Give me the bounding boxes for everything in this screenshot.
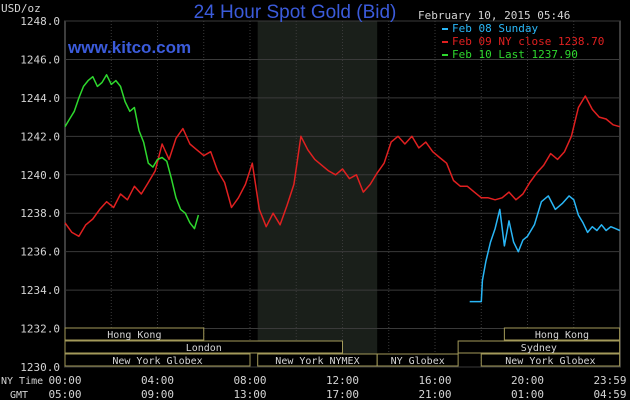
timestamp: February 10, 2015 05:46: [418, 9, 570, 22]
y-tick-label: 1232.0: [20, 323, 60, 336]
x-tick-gmt: 17:00: [326, 388, 359, 400]
x-tick-ny: 23:59: [593, 374, 626, 387]
x-tick-gmt: 01:00: [511, 388, 544, 400]
gmt-label: GMT: [10, 390, 28, 400]
chart-title: 24 Hour Spot Gold (Bid): [194, 2, 397, 23]
legend-entry: Feb 08 Sunday: [452, 22, 538, 35]
session-box: [480, 353, 621, 367]
session-box: [64, 353, 251, 367]
x-tick-gmt: 05:00: [48, 388, 81, 400]
session-label: Hong Kong: [107, 330, 161, 341]
watermark: www.kitco.com: [67, 38, 191, 57]
x-tick-ny: 16:00: [418, 374, 451, 387]
session-label: Sydney: [521, 343, 557, 354]
session-bar: New York NYMEX: [257, 353, 378, 367]
market-sessions: Hong Kong London New York Globex New York N…: [64, 327, 621, 367]
session-bar: London: [64, 340, 343, 354]
grid-lines: [65, 20, 620, 368]
x-tick-ny: 12:00: [326, 374, 359, 387]
session-bar: New York Globex: [480, 353, 621, 367]
nymex-session-shade: [257, 21, 378, 367]
y-tick-label: 1236.0: [20, 246, 60, 259]
x-tick-ny: 00:00: [48, 374, 81, 387]
y-tick-label: 1230.0: [20, 361, 60, 374]
session-label: New York Globex: [112, 356, 202, 367]
y-tick-label: 1242.0: [20, 130, 60, 143]
session-label: New York Globex: [505, 356, 595, 367]
y-tick-label: 1238.0: [20, 207, 60, 220]
session-box: [457, 340, 621, 354]
session-label: London: [186, 343, 222, 354]
session-box: [64, 340, 343, 354]
x-tick-gmt: 21:00: [418, 388, 451, 400]
series-line: [64, 74, 200, 230]
y-tick-label: 1240.0: [20, 169, 60, 182]
session-box: [64, 327, 205, 341]
session-bar: New York Globex: [64, 353, 251, 367]
y-axis-label: USD/oz: [1, 2, 41, 15]
x-tick-gmt: 04:59: [593, 388, 626, 400]
price-series: [64, 74, 621, 303]
y-tick-label: 1246.0: [20, 53, 60, 66]
x-tick-ny: 08:00: [233, 374, 266, 387]
session-bar: Hong Kong: [64, 327, 205, 341]
x-tick-ny: 20:00: [511, 374, 544, 387]
y-axis-ticks: 1248.0 1246.0 1244.0 1242.0 1240.0 1238.0 1236…: [20, 15, 60, 374]
legend-entry: Feb 09 NY close 1238.70: [452, 35, 604, 48]
ny-time-label: NY Time: [1, 376, 43, 387]
y-tick-label: 1234.0: [20, 284, 60, 297]
y-tick-label: 1244.0: [20, 92, 60, 105]
session-label: New York NYMEX: [275, 356, 359, 367]
session-bar: Sydney: [457, 340, 621, 354]
session-bar: Hong Kong: [503, 327, 621, 341]
legend-entry: Feb 10 Last 1237.90: [452, 48, 578, 61]
session-label: Hong Kong: [535, 330, 589, 341]
series-line: [469, 195, 621, 303]
session-bar: NY Globex: [376, 353, 459, 367]
session-box: [503, 327, 621, 341]
x-axis-ticks: 00:00 04:00 08:00 12:00 16:00 20:00 23:59 05:00…: [48, 374, 626, 400]
x-tick-gmt: 13:00: [233, 388, 266, 400]
series-line: [64, 95, 621, 238]
x-tick-ny: 04:00: [141, 374, 174, 387]
x-tick-gmt: 09:00: [141, 388, 174, 400]
session-label: NY Globex: [391, 356, 445, 367]
y-tick-label: 1248.0: [20, 15, 60, 28]
session-box: [376, 353, 459, 367]
